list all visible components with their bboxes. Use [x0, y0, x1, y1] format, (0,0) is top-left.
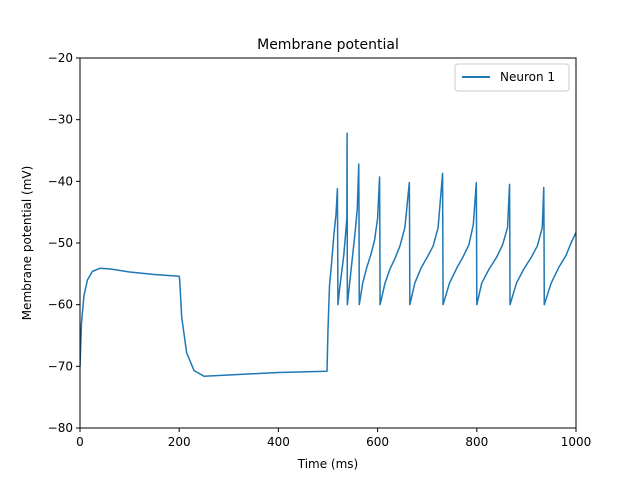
legend-label-neuron-1: Neuron 1 [500, 70, 555, 84]
x-tick-label: 600 [366, 435, 389, 449]
x-tick-label: 800 [465, 435, 488, 449]
y-tick-label: −20 [48, 51, 73, 65]
x-tick-label: 0 [76, 435, 84, 449]
y-tick-label: −60 [48, 298, 73, 312]
series-line-neuron-1 [80, 132, 576, 377]
series-layer [80, 132, 576, 377]
legend-box [454, 63, 570, 92]
x-tick-label: 200 [168, 435, 191, 449]
y-axis: −80 −70 −60 −50 −40 −30 −20 [48, 51, 80, 435]
y-axis-label: Membrane potential (mV) [20, 166, 34, 321]
chart-title: Membrane potential [257, 37, 399, 53]
x-axis: 0 200 400 600 800 1000 [76, 428, 591, 449]
y-tick-label: −70 [48, 359, 73, 373]
y-tick-label: −80 [48, 421, 73, 435]
legend: Neuron 1 [454, 63, 570, 92]
x-axis-label: Time (ms) [297, 457, 359, 471]
x-tick-label: 1000 [561, 435, 592, 449]
y-tick-label: −50 [48, 236, 73, 250]
y-tick-label: −40 [48, 174, 73, 188]
x-tick-label: 400 [267, 435, 290, 449]
y-tick-label: −30 [48, 113, 73, 127]
